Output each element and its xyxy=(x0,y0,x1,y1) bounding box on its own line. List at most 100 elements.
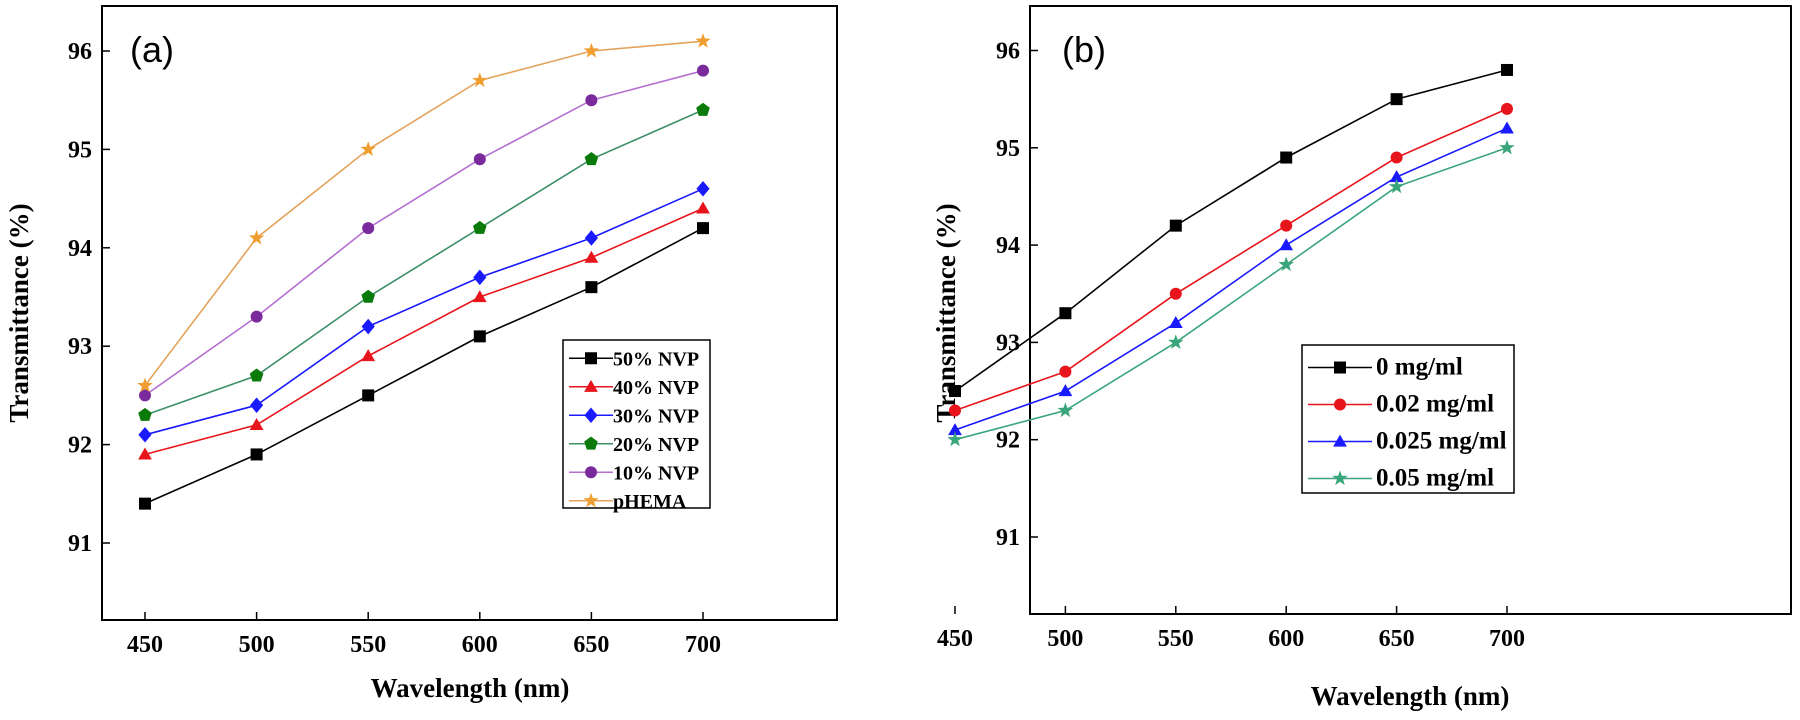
legend-marker xyxy=(1334,361,1346,374)
plot-frame-b xyxy=(1029,5,1792,615)
data-point xyxy=(138,407,152,421)
data-point xyxy=(1280,151,1293,164)
data-point xyxy=(249,418,264,431)
panel-label-b: (b) xyxy=(1062,29,1106,70)
legend-box xyxy=(562,339,711,509)
x-tick-label: 700 xyxy=(1489,626,1525,652)
legend-label: 20% NVP xyxy=(613,434,699,456)
series-a-5 xyxy=(137,33,711,393)
x-tick-label: 550 xyxy=(350,632,386,658)
series-a-0 xyxy=(139,222,709,510)
series-line xyxy=(954,147,1508,441)
chart-panel-a: (a) 450 500 550 600 650 700 91 92 93 94 95 96 Wavel… xyxy=(4,5,838,703)
data-point xyxy=(139,497,151,510)
y-tick-label: 96 xyxy=(996,39,1020,65)
legend-marker xyxy=(1332,470,1348,486)
data-point xyxy=(472,290,487,303)
x-tick-label: 650 xyxy=(573,632,609,658)
series-b-2 xyxy=(948,121,1514,436)
data-point xyxy=(1389,170,1404,183)
x-tick-label: 650 xyxy=(1379,626,1415,652)
ticks-a: 450 500 550 600 650 700 91 92 93 94 95 96 xyxy=(68,39,721,658)
legend-marker xyxy=(1334,398,1346,411)
data-point xyxy=(250,397,264,414)
legend-item: 40% NVP xyxy=(569,377,699,399)
data-point xyxy=(248,229,265,245)
legend-item: 0 mg/ml xyxy=(1308,354,1463,381)
legend-label: 30% NVP xyxy=(613,405,699,427)
x-tick-label: 450 xyxy=(937,626,973,652)
legend-label: 50% NVP xyxy=(613,348,699,370)
ticks-b: 450 500 550 600 650 700 91 92 93 94 95 96 xyxy=(937,39,1525,653)
legend-item: pHEMA xyxy=(569,491,687,513)
data-point xyxy=(948,423,962,436)
chart-panel-b: (b) 450 500 550 600 650 700 91 92 93 94 95 96 Wavel… xyxy=(931,5,1792,711)
legend-item: 0.02 mg/ml xyxy=(1308,391,1494,418)
legend-marker xyxy=(1333,434,1347,447)
legend-item: 30% NVP xyxy=(569,405,699,427)
data-point xyxy=(696,201,710,214)
data-point xyxy=(695,33,711,48)
data-point xyxy=(584,152,599,166)
panel-label-a: (a) xyxy=(130,29,174,70)
legend-label: 0.05 mg/ml xyxy=(1376,465,1494,492)
x-tick-label: 500 xyxy=(239,632,275,658)
x-axis-title-b: Wavelength (nm) xyxy=(1311,681,1510,711)
data-point xyxy=(1057,402,1074,418)
legend-item: 0.05 mg/ml xyxy=(1308,465,1494,492)
data-point xyxy=(585,94,598,107)
plot-frame-a xyxy=(101,5,838,621)
data-point xyxy=(583,42,600,58)
legend-label: 0.02 mg/ml xyxy=(1376,391,1494,418)
data-point xyxy=(1500,121,1514,134)
data-point xyxy=(1280,219,1293,232)
data-point xyxy=(473,269,487,286)
legend-label: pHEMA xyxy=(613,491,687,513)
data-point xyxy=(138,426,152,443)
series-a-4 xyxy=(139,64,709,402)
data-point xyxy=(362,222,375,235)
legend-marker xyxy=(583,492,599,508)
y-tick-label: 92 xyxy=(996,428,1020,454)
data-point xyxy=(1168,316,1183,329)
data-point xyxy=(1499,139,1515,155)
series-b-3 xyxy=(947,139,1515,447)
data-point xyxy=(473,330,486,343)
legend-marker xyxy=(584,436,598,450)
data-point xyxy=(1169,287,1182,300)
x-tick-label: 700 xyxy=(685,632,721,658)
y-axis-title-a: Transmittance (%) xyxy=(4,203,34,422)
legend-marker xyxy=(585,352,597,365)
legend-marker xyxy=(585,466,597,479)
data-point xyxy=(1059,365,1072,378)
legend-label: 0 mg/ml xyxy=(1376,354,1463,381)
y-tick-label: 91 xyxy=(68,531,92,557)
series-line xyxy=(954,108,1508,412)
legend-item: 20% NVP xyxy=(569,434,699,456)
legend-marker xyxy=(584,407,598,424)
data-point xyxy=(361,289,375,303)
data-point xyxy=(584,230,598,246)
data-point xyxy=(137,377,153,393)
legend-label: 40% NVP xyxy=(613,377,699,399)
data-point xyxy=(696,102,710,116)
legend-item: 0.025 mg/ml xyxy=(1308,428,1507,455)
data-point xyxy=(585,281,598,294)
data-point xyxy=(947,431,963,447)
y-tick-label: 94 xyxy=(996,233,1020,259)
series-layer-a xyxy=(137,33,711,510)
data-point xyxy=(139,389,151,402)
y-tick-label: 94 xyxy=(68,236,92,262)
data-point xyxy=(1278,256,1294,272)
series-a-2 xyxy=(138,180,710,443)
series-a-1 xyxy=(138,201,710,460)
legend-label: 10% NVP xyxy=(613,462,699,484)
series-b-1 xyxy=(949,102,1513,417)
legend-marker xyxy=(584,379,598,392)
y-tick-label: 95 xyxy=(996,136,1020,162)
series-line xyxy=(144,69,704,397)
series-line xyxy=(144,109,704,416)
data-point xyxy=(696,180,710,197)
series-line xyxy=(144,227,704,505)
